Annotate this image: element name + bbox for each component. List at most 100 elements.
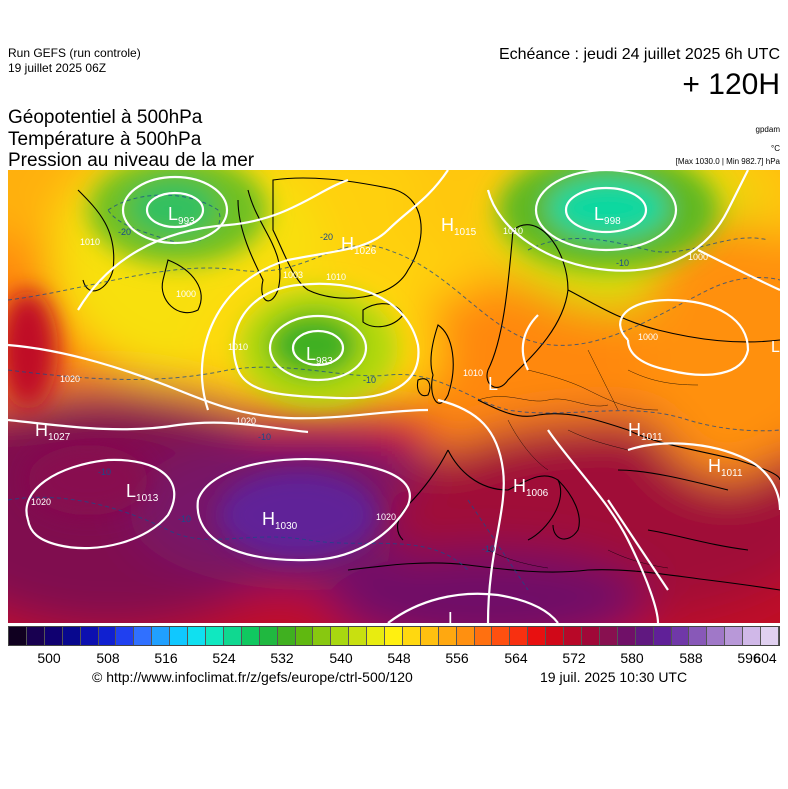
- low-pressure-center: L983: [306, 344, 333, 367]
- color-swatch: [438, 627, 457, 645]
- color-swatch: [259, 627, 278, 645]
- color-swatch: [707, 627, 726, 645]
- color-swatch: [241, 627, 260, 645]
- isotherm-label: -10: [616, 258, 629, 268]
- high-pressure-center: H1011: [628, 420, 663, 443]
- colorbar-tick-label: 564: [504, 650, 528, 666]
- run-date-label: 19 juillet 2025 06Z: [8, 61, 107, 75]
- isobar-label: 1010: [326, 272, 346, 282]
- isotherm-label: -20: [320, 232, 333, 242]
- color-swatch: [564, 627, 582, 645]
- color-swatch: [671, 627, 690, 645]
- weather-map: 1010 1000 1003 1010 1010 1000 1020 1020 1010 1010…: [8, 170, 780, 623]
- color-swatch: [134, 627, 153, 645]
- low-pressure-center: L993: [168, 204, 195, 227]
- color-swatch: [223, 627, 242, 645]
- color-swatch: [9, 627, 27, 645]
- color-swatch: [761, 627, 779, 645]
- low-pressure-center: L: [448, 609, 458, 623]
- low-pressure-center: L1013: [126, 481, 159, 504]
- color-swatch: [44, 627, 63, 645]
- unit-temperature: °C: [771, 144, 780, 153]
- colorbar-tick-label: 588: [679, 650, 703, 666]
- isotherm-label: -10: [178, 514, 191, 524]
- color-swatch: [170, 627, 189, 645]
- color-swatch: [80, 627, 99, 645]
- color-swatch: [402, 627, 421, 645]
- country-borders: [477, 349, 699, 569]
- color-swatch: [295, 627, 314, 645]
- color-swatch: [653, 627, 672, 645]
- isotherm-label: -10: [363, 375, 376, 385]
- isotherm-label: -10: [258, 432, 271, 442]
- isobar-label: 1000: [176, 289, 196, 299]
- isobar-label: 1003: [283, 270, 303, 280]
- isobar-label: 1000: [688, 252, 708, 262]
- forecast-horizon: + 120H: [682, 68, 780, 101]
- colorbar-tick-label: 580: [620, 650, 644, 666]
- colorbar-tick-label: 524: [212, 650, 236, 666]
- isobar-label: 1020: [376, 512, 396, 522]
- forecast-valid-time: Echéance : jeudi 24 juillet 2025 6h UTC: [498, 46, 780, 63]
- high-pressure-center: H1030: [262, 509, 298, 532]
- color-swatch: [743, 627, 762, 645]
- low-pressure-center: L998: [594, 204, 621, 227]
- color-swatch: [528, 627, 547, 645]
- colorbar-tick-label: 572: [562, 650, 586, 666]
- colorbar-tick-label: 604: [753, 650, 777, 666]
- color-swatch: [725, 627, 744, 645]
- color-swatch: [582, 627, 600, 645]
- unit-geopotential: gpdam: [755, 125, 780, 134]
- low-pressure-center: L: [771, 339, 780, 356]
- color-swatch: [313, 627, 332, 645]
- title-sea-level-pressure: Pression au niveau de la mer: [8, 150, 255, 171]
- run-model-label: Run GEFS (run controle): [8, 46, 141, 60]
- isobar-label: 1010: [228, 342, 248, 352]
- generation-timestamp: 19 juil. 2025 10:30 UTC: [540, 669, 688, 685]
- color-scale-bar: [8, 626, 780, 646]
- isobar-label: 1020: [236, 416, 256, 426]
- isobar-label: 1010: [463, 368, 483, 378]
- high-pressure-center: H1011: [708, 456, 743, 479]
- title-geopotential: Géopotentiel à 500hPa: [8, 107, 203, 128]
- isotherm-label: -10: [482, 544, 495, 554]
- isotherm-label: -20: [118, 227, 131, 237]
- color-swatch: [205, 627, 224, 645]
- isobar-label: 1010: [503, 226, 523, 236]
- title-temperature: Température à 500hPa: [8, 129, 202, 150]
- color-swatch: [26, 627, 45, 645]
- colorbar-tick-label: 500: [37, 650, 61, 666]
- isotherm-label: -10: [98, 467, 111, 477]
- color-swatch: [277, 627, 296, 645]
- color-swatch: [474, 627, 493, 645]
- isobar-labels: 1010 1000 1003 1010 1010 1000 1020 1020 1010 1010…: [31, 226, 708, 522]
- colorbar-tick-label: 548: [387, 650, 411, 666]
- color-swatch: [456, 627, 475, 645]
- isobar-label: 1020: [60, 374, 80, 384]
- color-swatch: [349, 627, 368, 645]
- high-pressure-center: H1026: [341, 234, 377, 257]
- isobar-label: 1020: [31, 497, 51, 507]
- pressure-centers: L993 L998 H1026 H1015 L983 H1027 L1013 H1030 H10…: [35, 204, 780, 623]
- color-swatch: [546, 627, 565, 645]
- source-credit: © http://www.infoclimat.fr/z/gefs/europe…: [92, 669, 413, 685]
- color-swatch: [635, 627, 654, 645]
- color-swatch: [98, 627, 117, 645]
- colorbar-tick-label: 556: [445, 650, 469, 666]
- colorbar-tick-label: 596: [737, 650, 761, 666]
- color-swatch: [420, 627, 439, 645]
- colorbar-tick-label: 508: [96, 650, 120, 666]
- color-swatch: [492, 627, 511, 645]
- color-scale-ticks: 500 508 516 524 532 540 548 556 564 572 580 588 596 6…: [8, 650, 780, 668]
- high-pressure-center: H1006: [513, 476, 549, 499]
- color-swatch: [116, 627, 135, 645]
- colorbar-tick-label: 532: [270, 650, 294, 666]
- isobar-label: 1010: [80, 237, 100, 247]
- colorbar-tick-label: 516: [154, 650, 178, 666]
- isotherm-labels: -20 -20 -10 -10 -10 -10 -10 -10: [98, 227, 629, 554]
- color-swatch: [152, 627, 171, 645]
- color-swatch: [62, 627, 81, 645]
- color-swatch: [617, 627, 636, 645]
- low-pressure-cores: [8, 170, 718, 560]
- color-swatch: [385, 627, 403, 645]
